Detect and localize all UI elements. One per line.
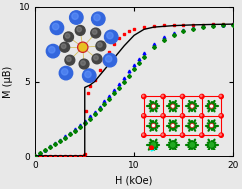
Y-axis label: M (μB): M (μB) (3, 65, 14, 98)
X-axis label: H (kOe): H (kOe) (115, 176, 153, 186)
